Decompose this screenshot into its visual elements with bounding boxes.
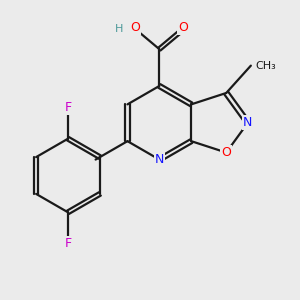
Text: F: F (64, 237, 72, 250)
Text: O: O (130, 21, 140, 34)
Text: O: O (178, 21, 188, 34)
Text: N: N (155, 153, 164, 166)
Text: N: N (243, 116, 253, 129)
Text: O: O (221, 146, 231, 159)
Text: H: H (115, 24, 123, 34)
Text: F: F (64, 101, 72, 114)
Text: CH₃: CH₃ (255, 61, 276, 70)
